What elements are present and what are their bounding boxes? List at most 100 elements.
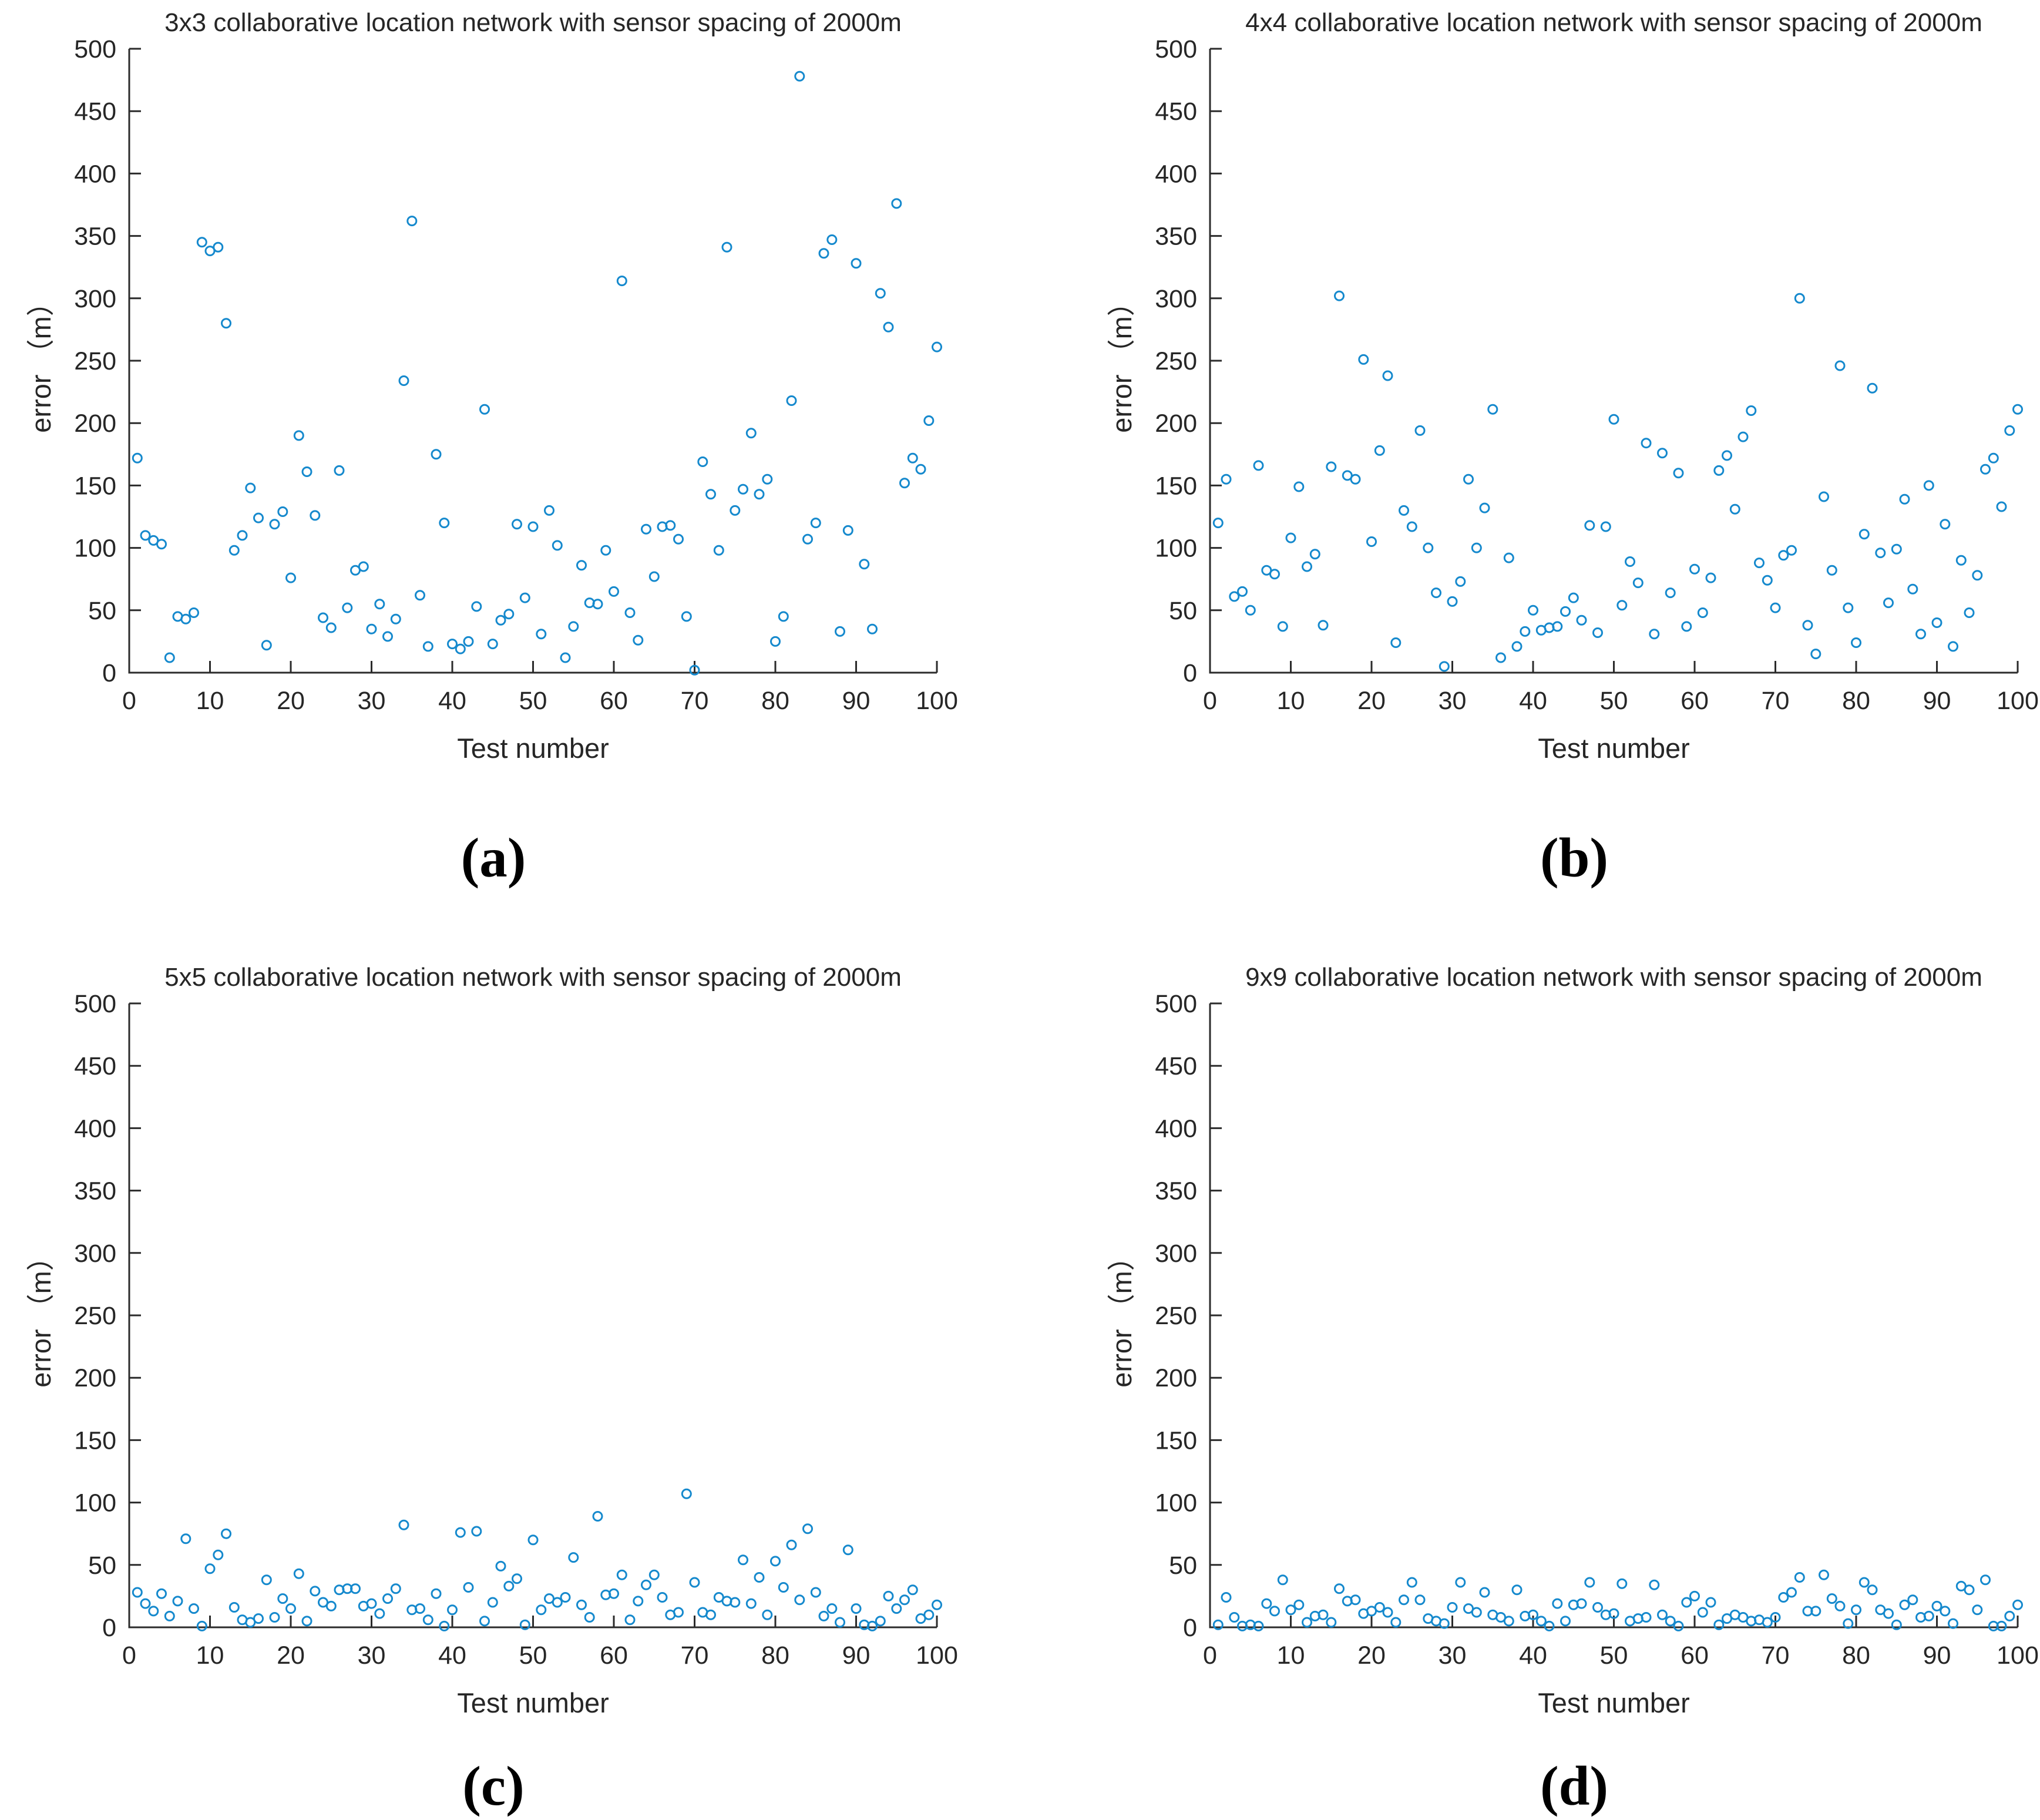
y-tick-label: 500	[1155, 35, 1197, 63]
scatter-point	[770, 636, 781, 647]
scatter-point	[536, 629, 547, 640]
chart-canvas: 4x4 collaborative location network with …	[1106, 8, 2039, 764]
scatter-point	[1834, 1600, 1846, 1611]
y-axis: 0 50 100 150 200 250 300 350 400 450 500	[74, 35, 141, 687]
scatter-point	[616, 276, 627, 287]
scatter-points	[1212, 1569, 2023, 1631]
scatter-point	[1632, 577, 1644, 589]
scatter-point	[1858, 529, 1870, 540]
scatter-point	[1221, 1592, 1232, 1603]
x-tick-label: 20	[277, 687, 305, 715]
scatter-point	[681, 1488, 692, 1499]
scatter-point	[237, 530, 248, 541]
scatter-point	[293, 1568, 304, 1579]
scatter-point	[633, 634, 644, 646]
scatter-point	[1729, 503, 1740, 515]
scatter-chart-3x3: 3x3 collaborative location network with …	[23, 3, 963, 790]
scatter-point	[1883, 597, 1894, 609]
scatter-point	[1996, 1620, 2007, 1631]
x-tick-label: 100	[916, 687, 958, 715]
scatter-point	[439, 1620, 450, 1631]
scatter-point	[867, 623, 878, 634]
y-tick-label: 300	[1155, 285, 1197, 313]
scatter-point	[1358, 354, 1369, 365]
scatter-point	[1746, 405, 1757, 416]
scatter-point	[1318, 620, 1329, 631]
scatter-point	[358, 561, 369, 572]
scatter-point	[1802, 620, 1813, 631]
scatter-point	[1867, 382, 1878, 394]
scatter-point	[1520, 626, 1531, 637]
y-tick-label: 0	[102, 659, 116, 687]
scatter-point	[196, 237, 207, 248]
scatter-point	[778, 611, 789, 622]
scatter-point	[415, 1603, 425, 1614]
scatter-point	[1495, 652, 1506, 663]
scatter-point	[1511, 1584, 1523, 1596]
scatter-point	[1673, 468, 1684, 479]
scatter-point	[633, 1596, 644, 1607]
y-axis-label: error （m）	[1106, 288, 1137, 432]
y-tick-label: 250	[74, 347, 116, 375]
scatter-point	[1471, 1607, 1482, 1618]
scatter-point	[689, 1577, 700, 1588]
scatter-point	[1616, 600, 1628, 611]
scatter-point	[1697, 607, 1708, 618]
scatter-point	[810, 1587, 821, 1598]
axis-lines	[128, 49, 937, 674]
scatter-point	[1576, 614, 1587, 626]
x-tick-label: 60	[1681, 687, 1709, 715]
scatter-point	[689, 664, 700, 676]
scatter-point	[228, 545, 240, 556]
scatter-point	[1972, 570, 1983, 581]
y-tick-label: 450	[74, 1052, 116, 1080]
scatter-chart-4x4: 4x4 collaborative location network with …	[1104, 3, 2040, 790]
scatter-point	[1229, 1612, 1240, 1623]
scatter-point	[592, 599, 603, 610]
scatter-point	[1657, 448, 1668, 459]
scatter-point	[544, 505, 554, 516]
y-axis: 0 50 100 150 200 250 300 350 400 450 500	[1155, 990, 1222, 1642]
scatter-point	[1649, 1579, 1660, 1590]
scatter-point	[1253, 460, 1264, 471]
x-tick-label: 50	[1600, 687, 1628, 715]
scatter-point	[189, 607, 199, 618]
scatter-point	[1826, 565, 1837, 576]
x-tick-label: 50	[519, 1641, 547, 1670]
scatter-point	[204, 1563, 216, 1574]
scatter-point	[1382, 1607, 1393, 1618]
scatter-point	[665, 520, 676, 531]
scatter-point	[447, 639, 458, 650]
scatter-point	[334, 465, 345, 476]
scatter-point	[1439, 1618, 1450, 1629]
scatter-point	[1479, 502, 1490, 513]
scatter-point	[1778, 1592, 1789, 1603]
scatter-point	[1253, 1620, 1264, 1631]
scatter-points	[132, 70, 942, 676]
x-tick-label: 90	[842, 687, 871, 715]
scatter-point	[503, 609, 515, 620]
scatter-point	[172, 1596, 183, 1607]
scatter-point	[826, 234, 838, 245]
scatter-point	[641, 1579, 651, 1590]
scatter-point	[1964, 1584, 1975, 1596]
scatter-point	[802, 533, 813, 545]
y-tick-label: 0	[102, 1614, 116, 1642]
scatter-point	[2004, 1610, 2015, 1621]
scatter-point	[1535, 1616, 1547, 1627]
x-tick-label: 30	[358, 1641, 386, 1670]
scatter-point	[1608, 1608, 1619, 1619]
scatter-point	[156, 1588, 167, 1599]
scatter-point	[1737, 431, 1749, 442]
scatter-point	[738, 1554, 748, 1566]
scatter-point	[1350, 1594, 1361, 1606]
scatter-point	[1318, 1609, 1329, 1620]
scatter-point	[213, 241, 224, 253]
scatter-point	[794, 70, 805, 82]
x-tick-label: 30	[358, 687, 386, 715]
scatter-point	[148, 1606, 159, 1617]
scatter-point	[835, 1617, 845, 1628]
scatter-point	[1810, 1606, 1821, 1617]
y-tick-label: 450	[1155, 1052, 1197, 1080]
scatter-point	[269, 519, 280, 530]
